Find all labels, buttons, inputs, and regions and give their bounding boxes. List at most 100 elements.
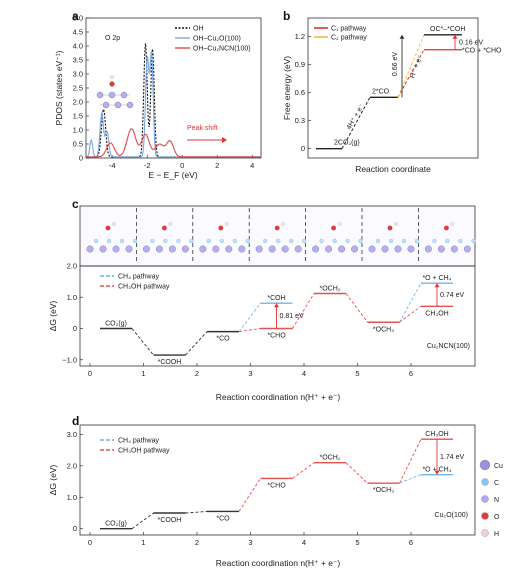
cu-atom [225,245,233,253]
level-label-co-g: CO₂(g) [105,521,127,528]
cu-atom [424,245,432,253]
o-atom [162,225,167,231]
x-tick-label-a: 4 [250,161,254,170]
x-tick-label-a: 2 [215,161,219,170]
y-axis-label-d: ΔG (eV) [48,464,58,495]
c-atom [132,238,138,244]
level-label-ch-oh: CH₃OH [425,431,448,438]
h-atom [450,222,455,226]
cu-atom [312,245,320,253]
x-tick-label-a: -4 [109,161,116,170]
y-tick-label-a: 3.0 [73,70,83,79]
c-atom [319,238,324,244]
cu-atom [294,245,302,253]
y-tick-label-c: 1.0 [67,293,77,302]
cu-atom [168,245,176,253]
peak-shift-arrow-head [222,137,227,143]
h-atom [394,222,398,226]
c-atom [276,238,281,244]
y-axis-label-a: PDOS (states eV⁻¹) [54,50,64,125]
c-atom [471,238,476,244]
structure-snapshots [86,208,476,264]
cu-atom [142,245,150,253]
c-atom [401,238,407,244]
c-atom [414,238,420,244]
o-atom [218,225,224,231]
series-curve-oh-cu-o-100 [85,50,261,158]
c-atom [375,238,381,244]
cu-atom [351,245,359,253]
panel-label-c: c [72,197,79,211]
cu-atom [155,245,163,253]
connector-ch [238,302,261,332]
x-tick-label-c: 0 [88,369,92,378]
level-label-cho: *CHO [267,333,286,340]
c-atom [106,238,112,244]
material-label-d: Cu₂O(100) [435,512,468,519]
level-label-co-g: CO₂(g) [105,321,127,328]
connector-ch-oh [345,293,368,323]
y-tick-label-a: 3.5 [73,56,83,65]
panel-label-d: d [72,414,79,428]
element-label-o: O [494,514,500,521]
c-atom [232,238,237,244]
y-tick-label-a: 1.0 [73,126,83,135]
diff-arrowhead-2 [452,34,458,39]
cu-atom [368,245,376,253]
h-atom [224,222,229,226]
c-atom [245,238,250,244]
h-atom [168,222,173,226]
panel-b: b 0 0.3 0.6 0.9 1.2 2CO₂(g) 2*CO *CO + *CHO OC*… [282,9,502,174]
c-atom [189,238,194,244]
x-tick-label-d: 4 [302,538,306,547]
element-label-h: H [494,531,499,538]
x-axis-label-b: Reaction coordinate [355,164,431,174]
cu-atom [199,245,207,253]
element-swatch-n [481,495,489,503]
o-atom [387,225,393,231]
curve-group-a [85,43,261,158]
x-tick-label-c: 3 [248,369,252,378]
diff-label-c2: 0.74 eV [440,292,464,299]
c-atom [219,238,224,244]
cu-atom [437,245,445,253]
state-label-oc-coh: OC*–*COH [430,26,465,33]
legend-label-ch-oh-pathway: CH₃OH pathway [118,448,170,455]
tick-group-d: 0 1.0 2.0 3.0 0 1 2 3 4 5 6 [67,430,414,547]
connector-ch-oh [185,331,208,356]
connector-ch-oh [399,305,422,323]
level-label-cho: *CHO [267,482,286,489]
panel-c: c −1.0 0 1.0 2.0 0 1 2 3 4 5 6 CO₂(g) *COOH *CO *COH *… [48,197,476,402]
element-label-n: N [494,497,499,504]
cu-atom [238,245,246,253]
x-tick-label-d: 3 [248,538,252,547]
y-tick-label-c: 0 [73,324,77,333]
connector-ch [399,474,422,484]
legend-d: CH₄ pathway CH₃OH pathway [100,438,170,455]
y-tick-label-c: −1.0 [62,355,77,364]
y-tick-label-a: 1.5 [73,112,83,121]
legend-label-c-pathway: C₂ pathway [331,35,367,42]
tick-group-a: -4 -2 0 2 4 0 0.5 1.0 1.5 2.0 2.5 3.0 3.5 4.0 4.5 5.0 [73,14,255,171]
c-atom [332,238,337,244]
x-tick-label-c: 6 [409,369,413,378]
c-atom [263,238,268,244]
cu-atom [125,245,133,253]
y-tick-label-b: 0.9 [295,60,305,69]
legend-label-oh-cu-ncn-100: OH–Cu₂NCN(100) [193,46,251,53]
y-tick-label-c: 2.0 [67,262,77,271]
diff-label-2: 0.16 eV [459,39,483,46]
x-tick-label-c: 1 [141,369,145,378]
cu-atom [212,245,220,253]
x-tick-label-d: 2 [195,538,199,547]
peak-shift-label: Peak shift [187,125,218,132]
y-tick-label-b: 1.2 [295,32,305,41]
diff-arrowhead-c2 [434,283,440,288]
cu-atom [338,245,346,253]
y-tick-label-d: 0 [73,524,77,533]
cu-atom [181,245,189,253]
diff-label-c1: 0.81 eV [280,313,304,320]
connector-ch-oh [185,510,208,514]
level-label-cooh: *COOH [158,359,182,366]
y-tick-label-a: 4.5 [73,28,83,37]
